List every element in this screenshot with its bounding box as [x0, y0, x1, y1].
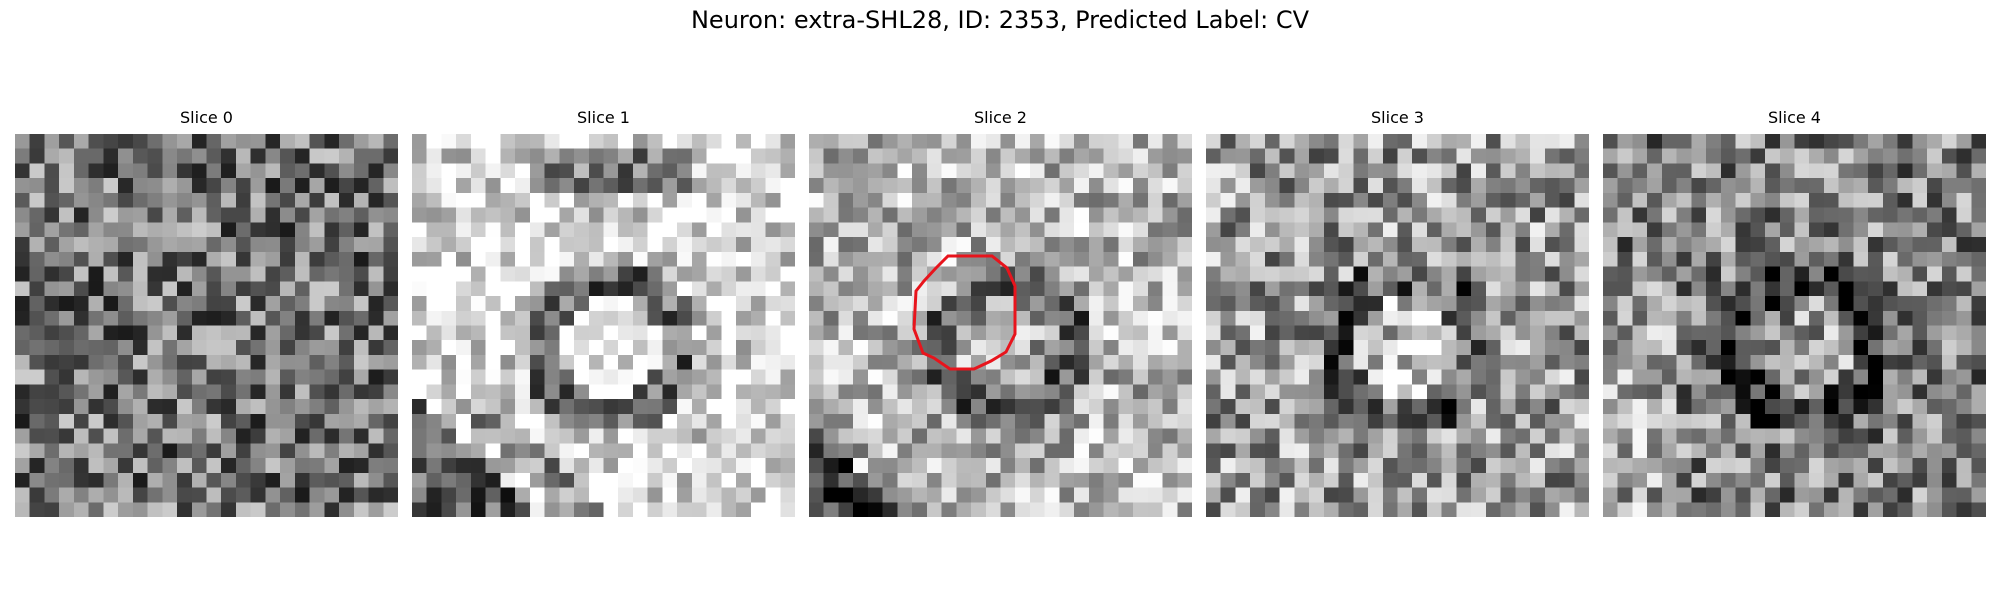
slice-title: Slice 0 — [180, 108, 233, 127]
slice-image-0 — [15, 134, 398, 517]
slice-title: Slice 3 — [1371, 108, 1424, 127]
slice-image-3 — [1206, 134, 1589, 517]
slice-title: Slice 2 — [974, 108, 1027, 127]
slice-image-2 — [809, 134, 1192, 517]
figure-title: Neuron: extra-SHL28, ID: 2353, Predicted… — [690, 6, 1310, 34]
slice-image-1 — [412, 134, 795, 517]
slice-image-4 — [1603, 134, 1986, 517]
slice-title: Slice 4 — [1768, 108, 1821, 127]
slice-title: Slice 1 — [577, 108, 630, 127]
